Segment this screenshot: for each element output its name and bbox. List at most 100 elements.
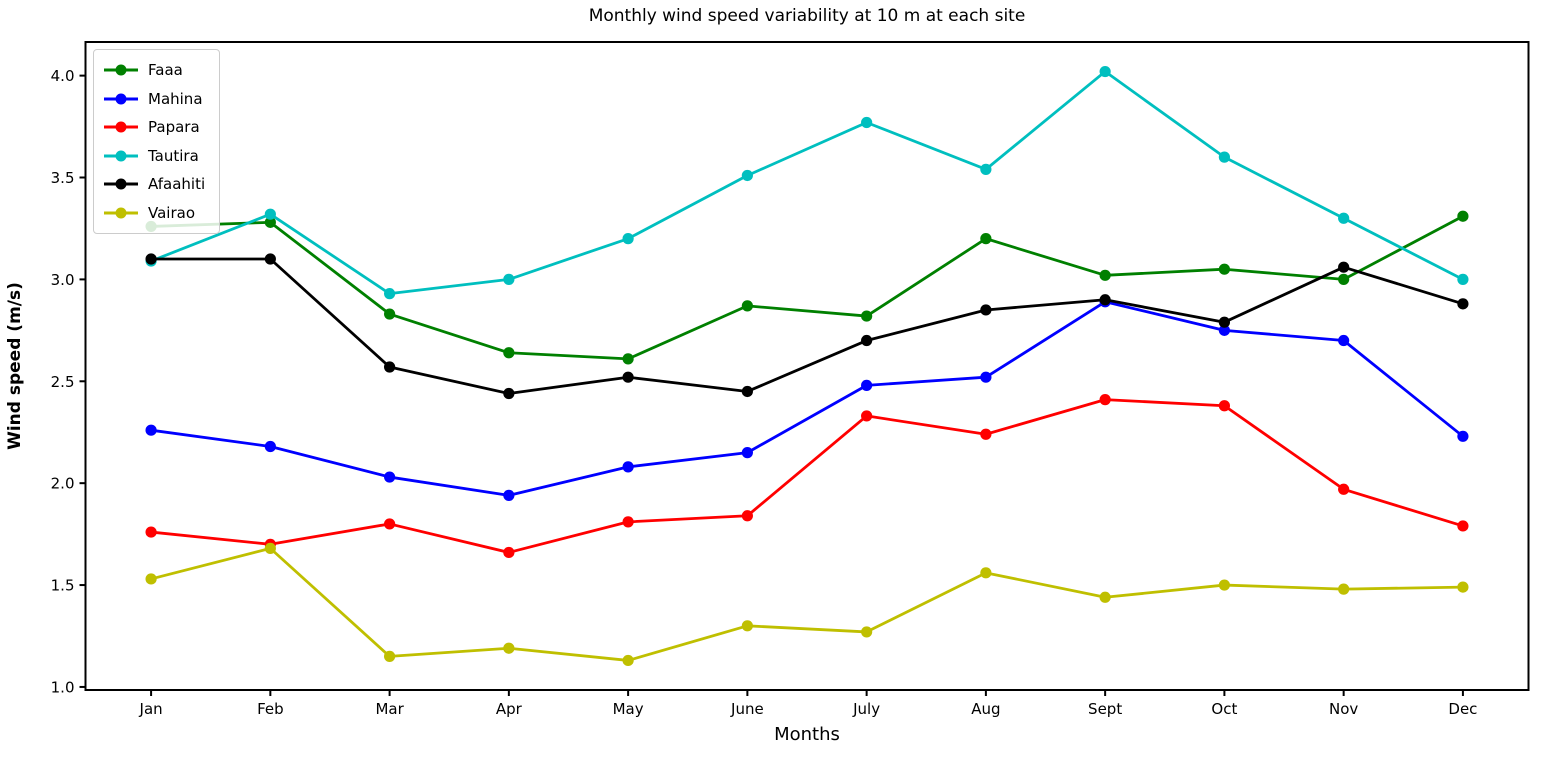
data-point-faaa-may	[622, 353, 634, 365]
legend-item-vairao: Vairao	[103, 199, 205, 228]
y-tick-label: 4.0	[51, 67, 75, 85]
data-point-tautira-nov	[1338, 212, 1350, 224]
axes-frame	[84, 41, 1530, 691]
x-tick-label: Oct	[1211, 700, 1237, 718]
data-point-tautira-july	[861, 116, 873, 129]
data-point-afaahiti-june	[741, 385, 753, 398]
data-point-faaa-apr	[503, 347, 515, 359]
data-point-papara-apr	[503, 546, 515, 559]
data-point-faaa-oct	[1218, 263, 1230, 275]
legend-dot	[115, 207, 127, 219]
x-tick-label: Apr	[496, 700, 523, 718]
data-point-mahina-dec	[1457, 430, 1469, 442]
x-tick-label: Jan	[139, 700, 163, 718]
series-line-vairao	[149, 546, 1465, 662]
x-tick-label: Nov	[1329, 700, 1358, 718]
legend-item-tautira: Tautira	[103, 142, 205, 171]
data-point-papara-oct	[1218, 400, 1230, 412]
data-point-afaahiti-apr	[503, 387, 515, 400]
x-tick-label: June	[730, 700, 764, 718]
data-point-mahina-may	[622, 461, 634, 473]
legend-label: Vairao	[148, 203, 195, 222]
legend-marker-tautira	[104, 150, 138, 162]
legend-dot	[115, 64, 127, 76]
data-point-vairao-mar	[384, 650, 396, 662]
data-point-faaa-july	[861, 310, 873, 322]
data-point-papara-aug	[980, 428, 992, 440]
data-point-vairao-july	[861, 626, 873, 638]
y-tick-label: 1.5	[51, 577, 75, 595]
data-point-mahina-oct	[1218, 324, 1230, 336]
x-tick-label: May	[613, 700, 644, 718]
data-point-afaahiti-feb	[264, 253, 276, 265]
legend: Faaa Mahina Papara Tautira Afaahiti Vairao	[93, 49, 221, 234]
data-point-vairao-apr	[503, 642, 515, 654]
data-point-afaahiti-aug	[980, 304, 992, 316]
data-point-mahina-apr	[503, 489, 515, 501]
data-point-mahina-aug	[980, 371, 992, 383]
data-point-faaa-mar	[384, 308, 396, 320]
x-tick-label: Aug	[971, 700, 1000, 718]
data-point-afaahiti-dec	[1457, 298, 1469, 310]
data-point-afaahiti-sept	[1099, 294, 1111, 306]
data-point-afaahiti-mar	[384, 361, 396, 373]
data-point-faaa-dec	[1457, 210, 1469, 222]
legend-dot	[115, 150, 127, 162]
legend-marker-vairao	[104, 207, 138, 219]
x-tick-label: Sept	[1088, 700, 1122, 718]
x-tick-label: Mar	[375, 700, 404, 718]
data-point-faaa-sept	[1099, 269, 1111, 281]
data-point-mahina-mar	[384, 471, 396, 483]
data-point-vairao-may	[622, 654, 634, 667]
y-tick-label: 2.0	[51, 475, 75, 493]
data-point-papara-may	[622, 516, 634, 528]
data-point-papara-july	[861, 410, 873, 422]
data-point-mahina-july	[861, 379, 873, 391]
data-point-vairao-aug	[980, 567, 992, 579]
y-axis-label: Wind speed (m/s)	[5, 282, 25, 450]
data-point-papara-sept	[1099, 394, 1111, 406]
data-point-tautira-apr	[503, 273, 515, 285]
data-point-vairao-sept	[1099, 591, 1111, 603]
data-point-tautira-aug	[980, 163, 992, 175]
data-point-afaahiti-jan	[145, 253, 157, 265]
x-tick-label: Feb	[257, 700, 284, 718]
data-point-papara-nov	[1338, 483, 1350, 495]
data-point-faaa-aug	[980, 233, 992, 245]
data-point-papara-june	[741, 510, 753, 522]
series-line-tautira	[149, 70, 1465, 296]
legend-marker-faaa	[104, 64, 138, 76]
data-point-tautira-june	[741, 169, 753, 182]
series-line-faaa	[149, 214, 1465, 361]
legend-label: Faaa	[148, 61, 183, 80]
x-tick-label: Dec	[1448, 700, 1477, 718]
series-line-mahina	[149, 300, 1465, 497]
legend-marker-mahina	[104, 93, 138, 105]
data-point-mahina-june	[741, 447, 753, 459]
data-point-faaa-nov	[1338, 273, 1350, 285]
chart-title: Monthly wind speed variability at 10 m a…	[588, 6, 1026, 26]
legend-label: Tautira	[148, 146, 199, 165]
legend-dot	[115, 93, 127, 105]
legend-label: Papara	[148, 118, 200, 137]
data-point-mahina-jan	[145, 424, 157, 436]
legend-item-faaa: Faaa	[103, 56, 205, 85]
data-point-vairao-june	[741, 620, 753, 632]
data-point-tautira-oct	[1218, 151, 1230, 163]
data-point-afaahiti-oct	[1218, 316, 1230, 328]
data-point-tautira-feb	[264, 208, 276, 220]
data-point-afaahiti-nov	[1338, 261, 1350, 273]
data-point-faaa-feb	[264, 216, 276, 228]
legend-dot	[115, 178, 127, 190]
data-point-afaahiti-may	[622, 371, 634, 383]
x-tick-label: July	[852, 700, 880, 718]
data-point-vairao-feb	[264, 542, 276, 554]
data-point-papara-jan	[145, 526, 157, 538]
legend-label: Afaahiti	[148, 175, 206, 194]
data-point-vairao-oct	[1218, 579, 1230, 591]
data-point-afaahiti-july	[861, 334, 873, 347]
y-tick-label: 1.0	[51, 678, 75, 696]
legend-dot	[115, 121, 127, 133]
data-point-mahina-nov	[1338, 334, 1350, 347]
